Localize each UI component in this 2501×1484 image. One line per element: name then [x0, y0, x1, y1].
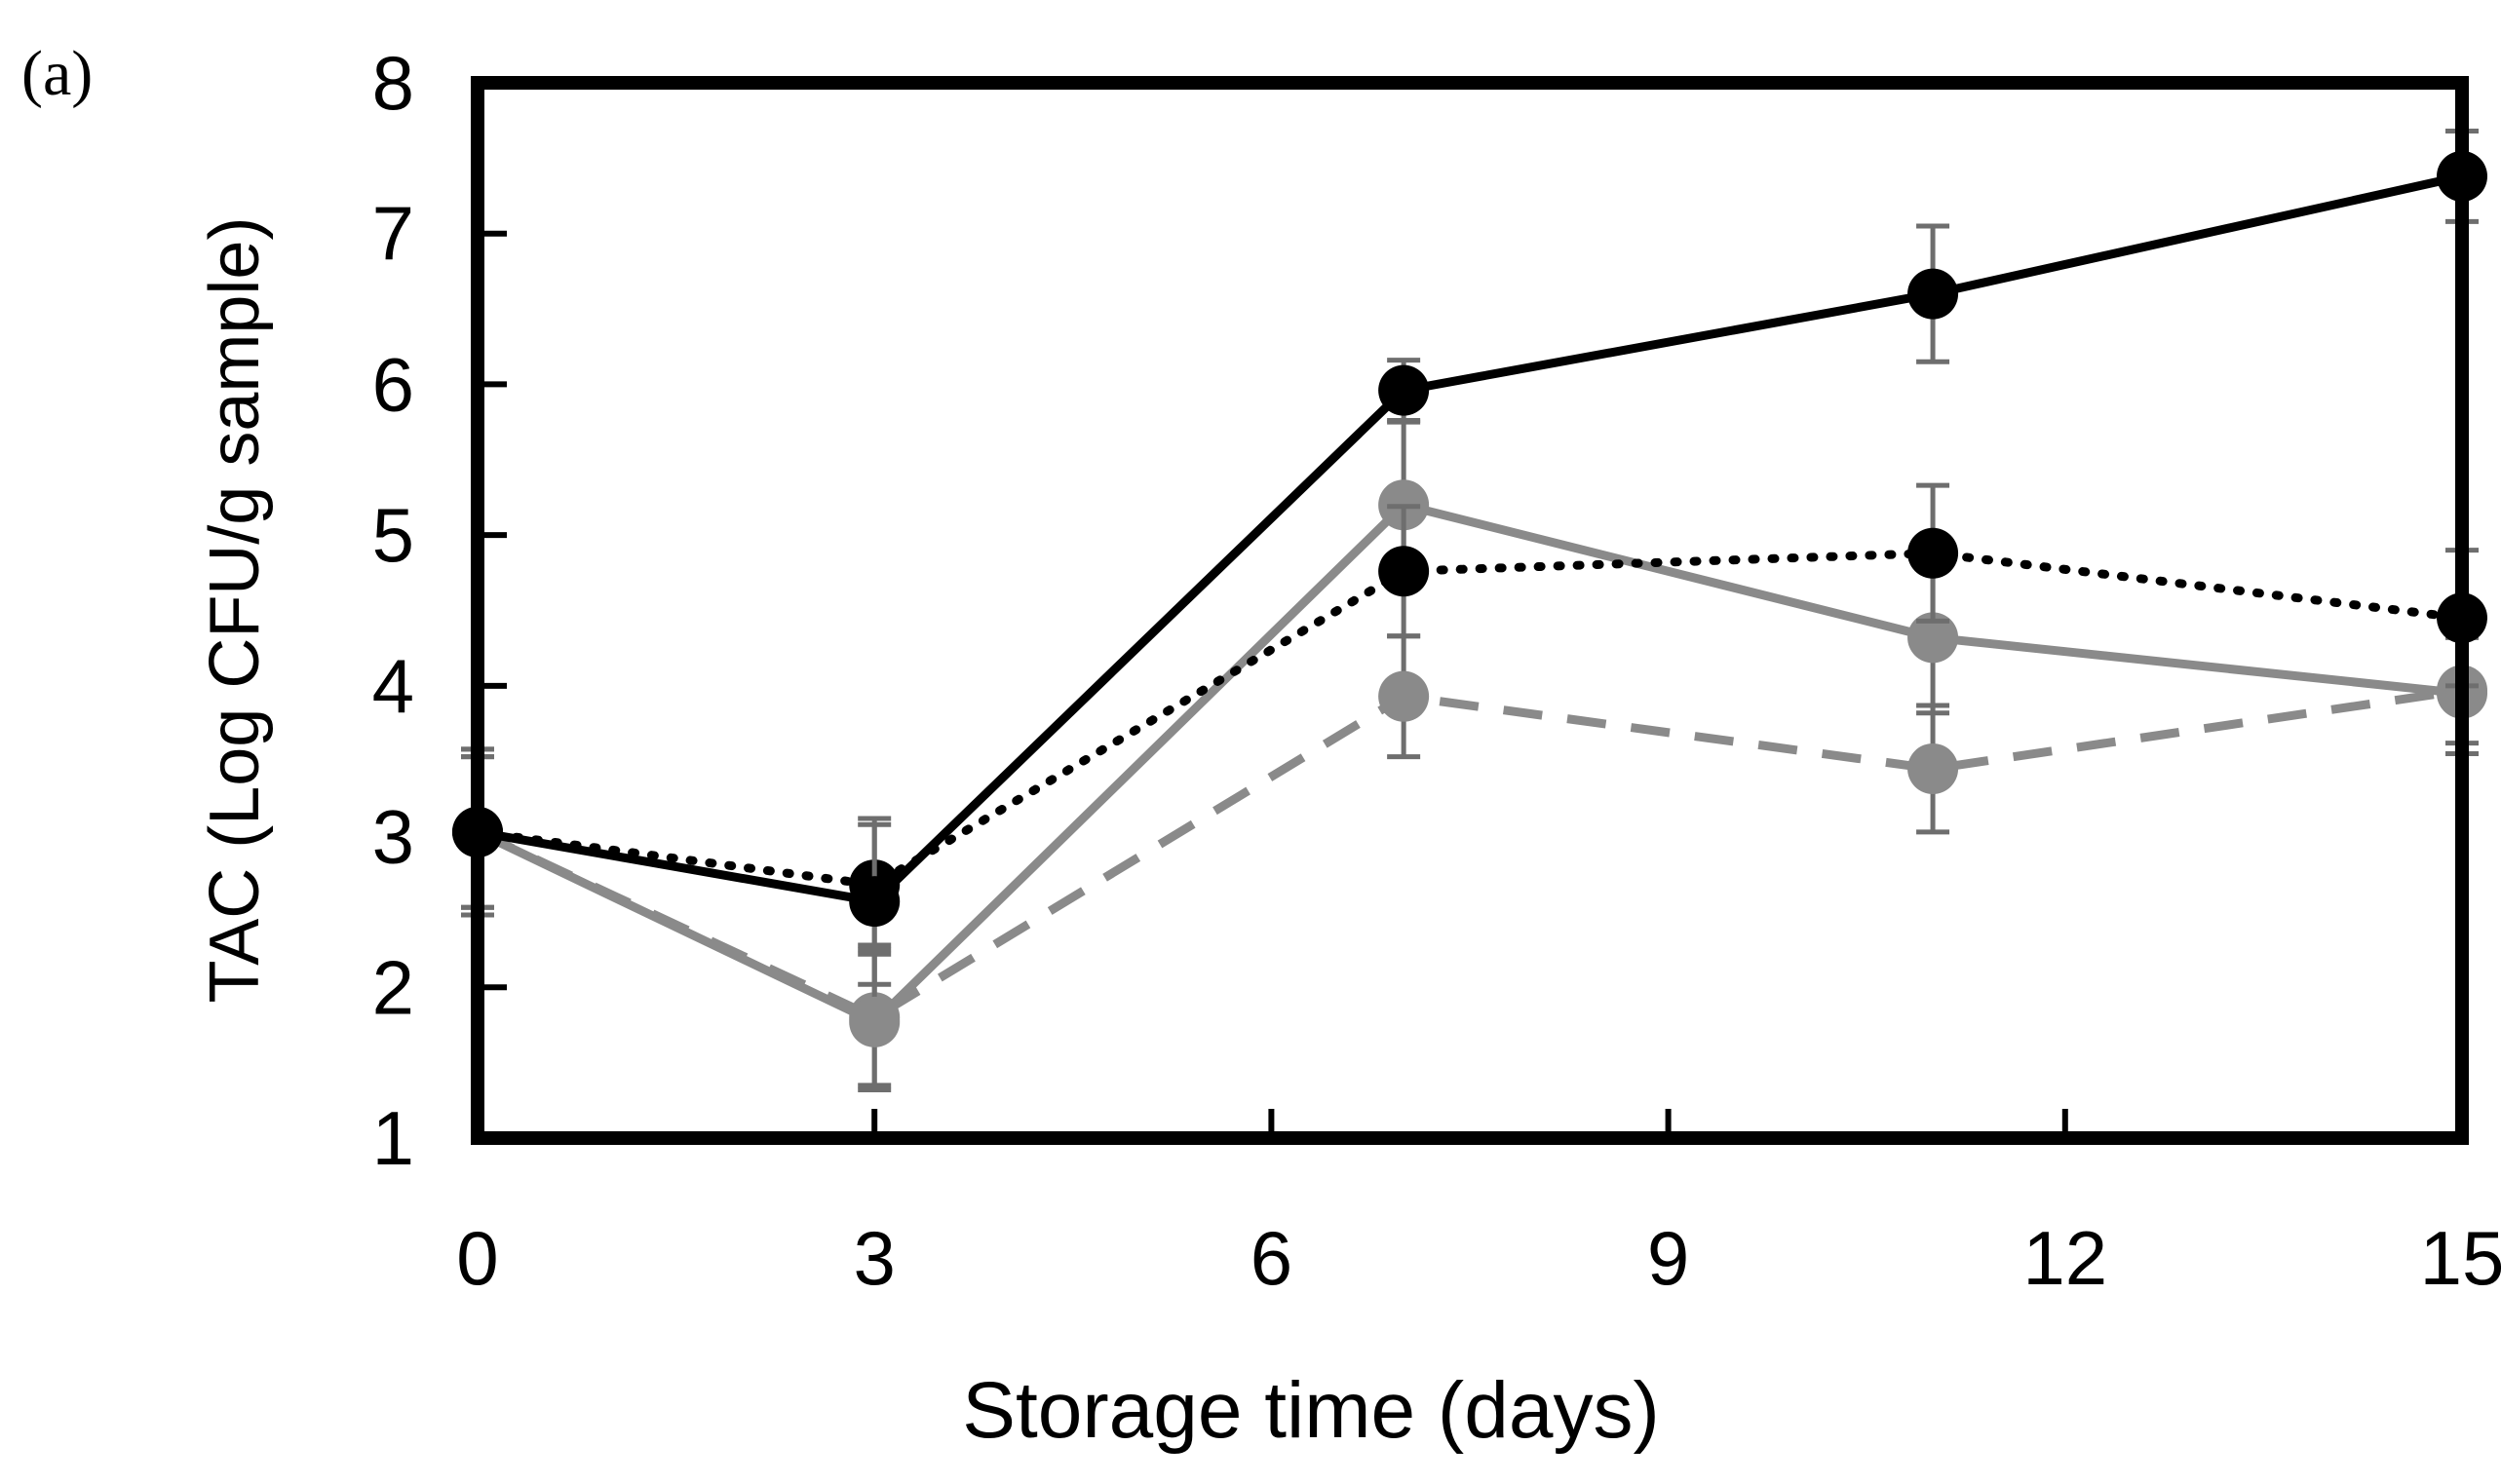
y-tick-label: 4: [372, 643, 414, 729]
data-point: [849, 876, 901, 928]
series-black-solid: [452, 129, 2487, 987]
series-gray-dashed: [452, 633, 2487, 1088]
data-point: [1378, 546, 1430, 597]
data-point: [1907, 268, 1959, 320]
series-layer: [452, 129, 2487, 1092]
y-tick-label: 5: [372, 492, 414, 578]
series-line: [476, 686, 2463, 1022]
y-tick-label: 7: [372, 191, 414, 277]
series-black-dotted: [452, 482, 2487, 948]
x-tick-label: 3: [854, 1215, 896, 1301]
series-gray-solid: [452, 419, 2487, 1092]
y-tick-label: 8: [372, 40, 414, 126]
series-line: [477, 171, 2463, 906]
data-point: [849, 996, 901, 1047]
panel-label: (a): [21, 38, 93, 109]
x-tick-label: 0: [456, 1215, 498, 1301]
x-tick-label: 12: [2022, 1215, 2107, 1301]
data-point: [1378, 670, 1430, 722]
y-tick-label: 3: [372, 794, 414, 880]
x-axis-label: Storage time (days): [962, 1366, 1660, 1455]
data-point: [1907, 742, 1959, 794]
x-tick-label: 9: [1647, 1215, 1689, 1301]
x-tick-label: 6: [1250, 1215, 1292, 1301]
y-tick-label: 6: [372, 341, 414, 427]
y-tick-label: 1: [372, 1095, 414, 1181]
y-tick-label: 2: [372, 944, 414, 1030]
plot-frame: [471, 76, 2469, 1145]
data-point: [1907, 527, 1959, 579]
x-tick-label: 15: [2420, 1215, 2501, 1301]
y-axis-label: TAC (Log CFU/g sample): [196, 217, 274, 1004]
data-point: [1378, 364, 1430, 416]
series-line: [473, 549, 2467, 890]
data-point: [1907, 612, 1959, 664]
